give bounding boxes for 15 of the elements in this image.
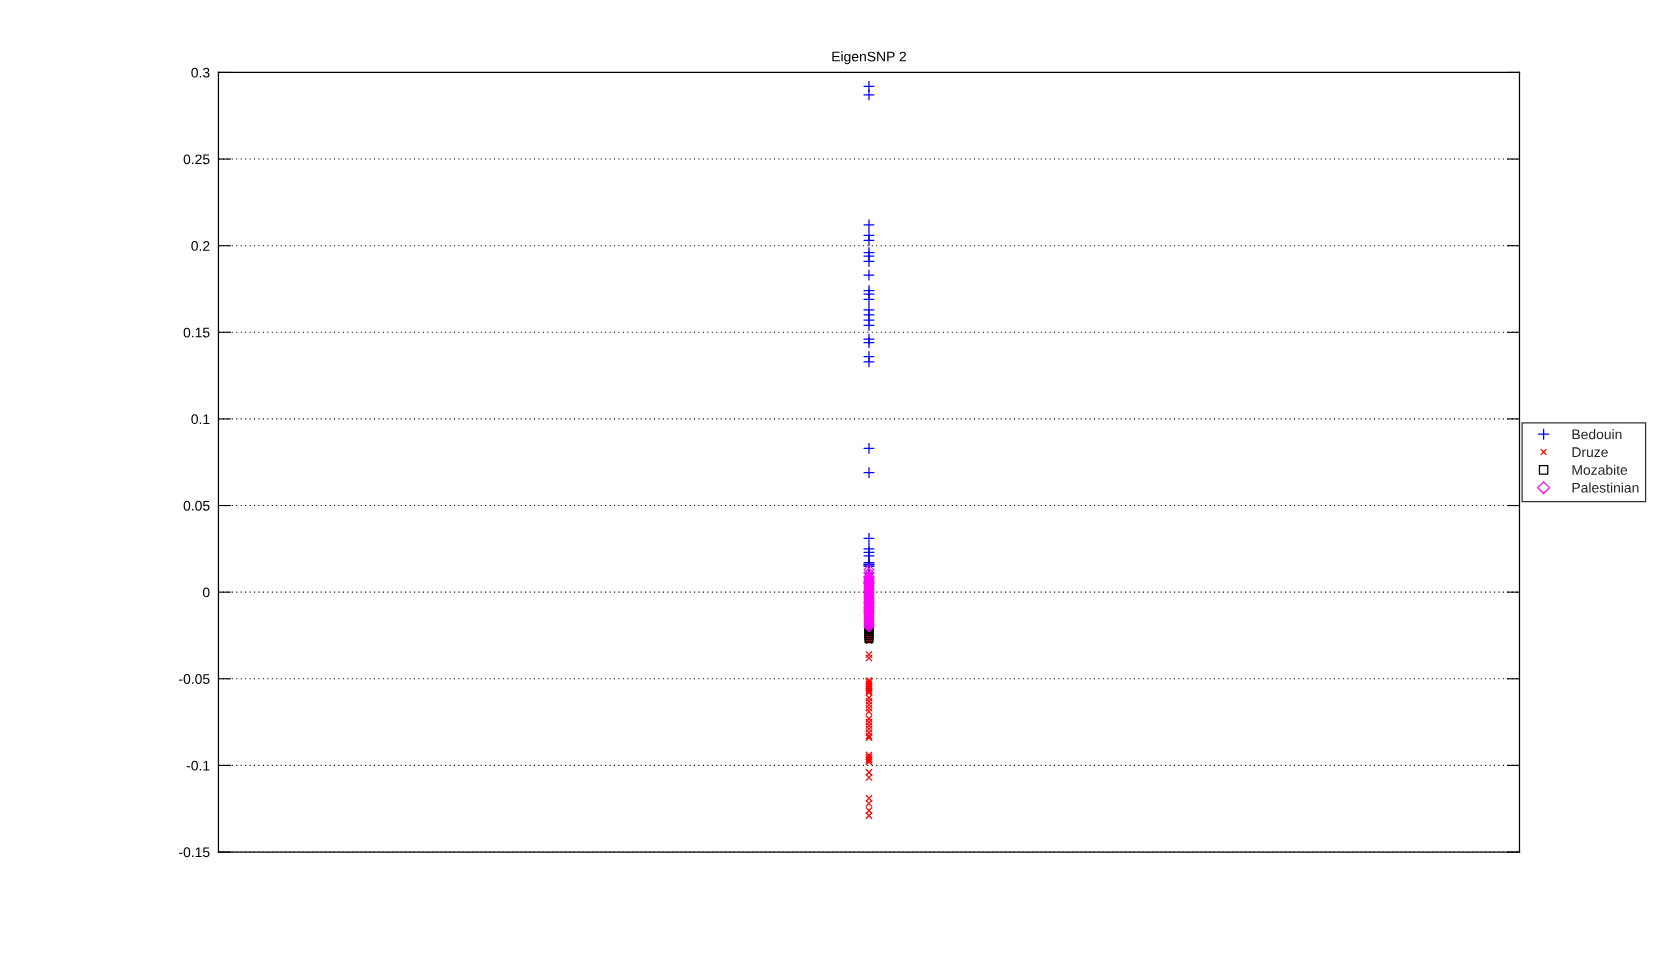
y-tick-label: 0.1 [191, 414, 210, 425]
y-tick-label: 0.15 [183, 327, 210, 338]
chart-title: EigenSNP 2 [832, 51, 906, 65]
legend-label: Druze [1572, 447, 1608, 458]
y-tick-label: -0.15 [179, 847, 210, 858]
y-tick-label: 0 [202, 587, 210, 598]
y-tick-label: 0.2 [191, 241, 210, 251]
legend-label: Mozabite [1572, 464, 1628, 475]
y-tick-label: -0.05 [179, 674, 210, 684]
y-tick-label: 0.05 [183, 500, 210, 511]
legend-label: Palestinian [1572, 482, 1639, 493]
y-tick-label: -0.1 [186, 760, 210, 771]
legend-label: Bedouin [1572, 429, 1622, 440]
y-tick-label: 0.25 [183, 154, 210, 165]
y-tick-label: 0.3 [191, 67, 210, 78]
